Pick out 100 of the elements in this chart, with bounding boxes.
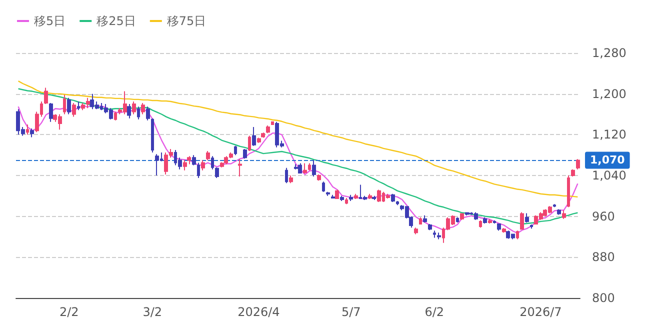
candlestick xyxy=(414,227,418,235)
candlestick xyxy=(114,111,117,121)
candlestick xyxy=(502,228,506,234)
candlestick xyxy=(72,102,76,118)
candlestick xyxy=(308,162,311,171)
candlestick xyxy=(571,168,575,178)
candlestick xyxy=(433,230,436,238)
candlestick xyxy=(456,216,459,223)
x-tick-label: 2/2 xyxy=(60,305,79,319)
candlestick xyxy=(479,220,482,228)
candlestick xyxy=(368,193,372,200)
candlestick xyxy=(141,102,145,115)
candlestick xyxy=(423,214,427,223)
ref-line-label: 1,070 xyxy=(590,154,626,167)
candlestick xyxy=(483,216,487,224)
candlestick xyxy=(137,106,140,120)
candlestick xyxy=(391,193,395,203)
candlestick xyxy=(211,156,214,170)
candlestick xyxy=(377,189,381,203)
candlestick xyxy=(497,222,501,232)
candlestick xyxy=(206,150,210,161)
candlestick xyxy=(220,162,224,168)
candlestick xyxy=(294,164,298,170)
candlestick xyxy=(86,97,90,109)
legend-label: 移5日 xyxy=(34,14,66,28)
candlestick xyxy=(520,212,524,230)
candlestick xyxy=(81,102,85,111)
candlestick xyxy=(127,104,131,119)
x-tick-label: 6/2 xyxy=(424,305,444,319)
candlestick xyxy=(238,158,242,178)
x-tick-label: 3/2 xyxy=(142,305,162,319)
candlestick xyxy=(493,220,496,224)
candlestick xyxy=(553,204,556,208)
candlestick xyxy=(530,224,533,230)
candlestick xyxy=(396,200,399,206)
candlestick xyxy=(331,194,335,199)
candlestick xyxy=(248,135,251,152)
candlestick xyxy=(67,97,71,115)
candlestick xyxy=(146,106,150,121)
candlestick xyxy=(151,118,154,154)
candlestick xyxy=(187,156,191,165)
candlestick xyxy=(303,162,307,174)
candlestick xyxy=(44,87,48,105)
candlestick xyxy=(317,174,321,182)
candlestick xyxy=(326,191,330,196)
candlestick xyxy=(285,167,288,184)
candlestick xyxy=(201,160,205,171)
x-tick-label: 2026/7 xyxy=(520,305,562,319)
candlestick xyxy=(345,197,348,205)
candlestick xyxy=(261,132,265,138)
candlestick xyxy=(349,194,353,202)
y-tick-label: 800 xyxy=(592,291,615,305)
x-tick-label: 2026/4 xyxy=(238,305,280,319)
candlestick xyxy=(132,100,136,115)
legend-label: 移75日 xyxy=(166,14,206,28)
line-series xyxy=(18,88,578,225)
candlestick xyxy=(557,208,561,216)
candlestick xyxy=(460,212,464,220)
candlestick xyxy=(234,145,237,156)
candlestick xyxy=(289,175,293,184)
candlestick xyxy=(155,154,159,176)
candlestick xyxy=(271,121,274,125)
candlestick xyxy=(419,216,422,225)
candlestick xyxy=(567,175,570,208)
candlestick xyxy=(266,124,270,134)
candlestick xyxy=(562,210,566,220)
candlestick xyxy=(26,124,29,136)
y-tick-label: 1,200 xyxy=(592,86,626,101)
y-tick-label: 880 xyxy=(592,250,615,264)
candlestick xyxy=(63,94,66,115)
candlestick xyxy=(215,166,219,179)
candlestick xyxy=(428,223,432,231)
candlestick xyxy=(49,102,53,122)
candlestick xyxy=(386,193,390,199)
line-series xyxy=(18,80,578,198)
y-tick-label: 1,280 xyxy=(592,46,626,60)
candlestick xyxy=(372,195,376,200)
candlestick xyxy=(516,230,519,240)
y-tick-label: 960 xyxy=(592,209,615,224)
candlestick xyxy=(298,162,302,174)
candlestick xyxy=(183,160,187,171)
candlestick xyxy=(243,148,247,160)
candlestick xyxy=(197,162,200,179)
y-tick-label: 1,120 xyxy=(592,128,626,142)
candlestick xyxy=(192,154,196,166)
candlestick xyxy=(437,232,441,240)
candlestick xyxy=(252,126,256,146)
candlestick xyxy=(77,100,80,111)
candlestick xyxy=(576,158,580,170)
y-tick-label: 1,040 xyxy=(592,168,626,182)
legend-label: 移25日 xyxy=(96,14,136,28)
candlestick xyxy=(525,212,529,223)
candlestick xyxy=(335,189,339,200)
candlestick xyxy=(465,212,469,216)
candlestick xyxy=(322,181,325,192)
candlestick xyxy=(30,128,34,138)
candlestick xyxy=(257,137,261,144)
line-series xyxy=(18,104,578,234)
candlestick xyxy=(312,160,316,178)
x-tick-label: 5/7 xyxy=(342,305,361,319)
